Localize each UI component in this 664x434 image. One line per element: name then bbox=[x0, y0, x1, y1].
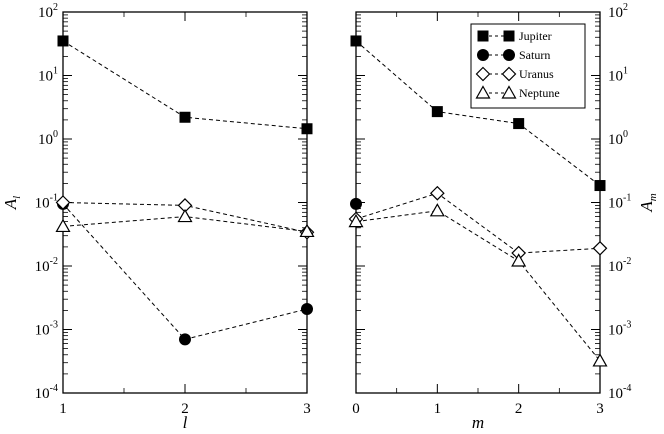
data-point-neptune bbox=[592, 353, 608, 367]
legend-marker bbox=[501, 66, 517, 82]
legend-marker bbox=[477, 30, 489, 42]
x-tick-label: 3 bbox=[303, 401, 311, 417]
y-axis-label: Am bbox=[637, 193, 659, 212]
data-point-jupiter bbox=[301, 123, 313, 135]
data-point-jupiter bbox=[594, 180, 606, 192]
y-tick-label: 102 bbox=[38, 2, 58, 21]
legend-marker bbox=[475, 66, 491, 82]
legend-marker bbox=[501, 85, 517, 99]
y-tick-label: 101 bbox=[38, 66, 58, 85]
y-tick-label: 10-4 bbox=[608, 383, 631, 402]
x-axis-label: m bbox=[472, 413, 484, 429]
y-tick-label: 100 bbox=[38, 129, 58, 148]
y-tick-label: 10-3 bbox=[608, 320, 631, 339]
data-point-uranus bbox=[592, 240, 608, 256]
x-tick-label: 1 bbox=[434, 401, 442, 417]
x-tick-label: 2 bbox=[181, 401, 189, 417]
legend: Jupiter Saturn Uranus Neptune bbox=[470, 23, 586, 109]
y-tick-label: 10-1 bbox=[608, 193, 631, 212]
legend-label-uranus: Uranus bbox=[519, 67, 554, 81]
data-point-neptune bbox=[348, 213, 364, 228]
data-point-jupiter bbox=[350, 35, 362, 47]
data-point-saturn bbox=[301, 303, 313, 316]
legend-marker bbox=[477, 49, 489, 61]
legend-box bbox=[470, 23, 586, 109]
data-point-jupiter bbox=[431, 106, 443, 118]
data-point-neptune bbox=[55, 218, 71, 233]
series-line-jupiter bbox=[355, 40, 601, 186]
y-axis-label: Al bbox=[1, 196, 23, 210]
y-tick-label: 101 bbox=[608, 66, 628, 85]
series-neptune bbox=[55, 208, 315, 238]
data-point-uranus bbox=[429, 185, 445, 201]
series-saturn bbox=[57, 197, 313, 346]
y-tick-label: 102 bbox=[608, 2, 628, 21]
y-tick-label: 10-3 bbox=[35, 320, 58, 339]
panel-1: 10-4 10-3 10-2 10-1 100 101 102 1 2 3 l Al bbox=[1, 2, 315, 432]
data-point-jupiter bbox=[179, 111, 191, 123]
data-point-neptune bbox=[299, 223, 315, 238]
y-tick-label: 10-1 bbox=[35, 193, 58, 212]
y-tick-label: 100 bbox=[608, 129, 628, 148]
data-point-neptune bbox=[177, 208, 193, 223]
series-line-neptune bbox=[355, 210, 601, 362]
series-jupiter bbox=[57, 35, 313, 135]
x-tick-label: 2 bbox=[515, 401, 523, 417]
data-point-neptune bbox=[511, 253, 527, 267]
x-tick-label: 1 bbox=[59, 401, 67, 417]
legend-marker bbox=[503, 30, 515, 42]
series-jupiter bbox=[350, 35, 606, 192]
y-tick-label: 10-4 bbox=[35, 383, 58, 402]
legend-marker bbox=[503, 49, 515, 61]
legend-label-jupiter: Jupiter bbox=[519, 29, 552, 43]
data-point-saturn bbox=[350, 197, 362, 210]
x-tick-label: 0 bbox=[352, 401, 360, 417]
data-point-saturn bbox=[179, 333, 191, 346]
data-point-jupiter bbox=[513, 118, 525, 130]
legend-label-saturn: Saturn bbox=[519, 48, 550, 62]
panel-2: 10-4 10-3 10-2 10-1 100 101 102 0 1 2 3 m Am Jupiter S… bbox=[348, 2, 659, 432]
series-neptune bbox=[348, 203, 608, 367]
legend-marker bbox=[475, 85, 491, 99]
series-saturn bbox=[350, 197, 362, 210]
x-axis-label: l bbox=[183, 413, 188, 429]
data-point-jupiter bbox=[57, 35, 69, 47]
legend-label-neptune: Neptune bbox=[519, 86, 560, 100]
y-tick-label: 10-2 bbox=[608, 256, 631, 275]
series-line-uranus bbox=[355, 192, 601, 254]
x-tick-label: 3 bbox=[596, 401, 604, 417]
data-point-uranus bbox=[55, 195, 71, 210]
y-tick-label: 10-2 bbox=[35, 256, 58, 275]
data-point-neptune bbox=[429, 203, 445, 217]
